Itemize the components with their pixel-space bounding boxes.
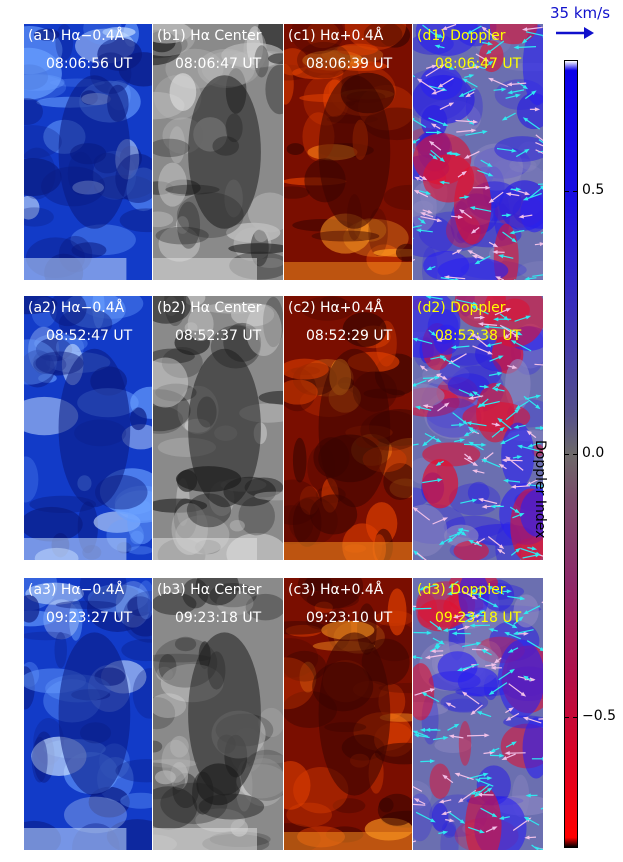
panel-label: (d3) Doppler	[417, 582, 506, 598]
panel-c2: (c2) Hα+0.4Å 08:52:29 UT	[284, 296, 412, 560]
panel-label: (d1) Doppler	[417, 28, 506, 44]
colorbar-tick	[564, 716, 569, 718]
panel-label: (a2) Hα−0.4Å	[28, 300, 125, 316]
colorbar-title: Doppler Index	[532, 440, 548, 539]
panel-image	[24, 24, 152, 280]
panel-label: (d2) Doppler	[417, 300, 506, 316]
panel-time: 09:23:27 UT	[46, 610, 133, 626]
panel-time: 08:06:56 UT	[46, 56, 133, 72]
panel-label: (b1) Hα Center	[157, 28, 262, 44]
colorbar-tick-label: −0.5	[582, 707, 616, 724]
panel-a3: (a3) Hα−0.4Å 09:23:27 UT	[24, 578, 152, 850]
panel-d3: (d3) Doppler 09:23:18 UT	[413, 578, 543, 850]
colorbar-tick	[564, 454, 569, 455]
panel-image	[284, 296, 412, 560]
colorbar-tick	[573, 716, 578, 718]
panel-d2: (d2) Doppler 08:52:38 UT	[413, 296, 543, 560]
panel-image	[24, 578, 152, 850]
panel-d1: (d1) Doppler 08:06:47 UT	[413, 24, 543, 280]
velocity-scale-label: 35 km/s	[550, 4, 611, 22]
panel-label: (b3) Hα Center	[157, 582, 262, 598]
panel-label: (a1) Hα−0.4Å	[28, 28, 125, 44]
colorbar-tick	[573, 191, 578, 193]
panel-image	[24, 296, 152, 560]
panel-b1: (b1) Hα Center 08:06:47 UT	[153, 24, 283, 280]
panel-label: (b2) Hα Center	[157, 300, 262, 316]
panel-image	[284, 24, 412, 280]
panel-time: 08:52:38 UT	[435, 328, 522, 344]
panel-c3: (c3) Hα+0.4Å 09:23:10 UT	[284, 578, 412, 850]
panel-time: 08:06:47 UT	[175, 56, 262, 72]
panel-time: 08:52:37 UT	[175, 328, 262, 344]
panel-image	[413, 578, 543, 850]
panel-image	[413, 296, 543, 560]
panel-image	[153, 578, 283, 850]
panel-time: 09:23:18 UT	[435, 610, 522, 626]
panel-time: 08:52:29 UT	[306, 328, 393, 344]
panel-a1: (a1) Hα−0.4Å 08:06:56 UT	[24, 24, 152, 280]
velocity-scale-arrow-icon	[556, 27, 594, 39]
panel-time: 08:06:39 UT	[306, 56, 393, 72]
panel-b3: (b3) Hα Center 09:23:18 UT	[153, 578, 283, 850]
panel-image	[153, 24, 283, 280]
panel-label: (a3) Hα−0.4Å	[28, 582, 125, 598]
panel-time: 09:23:10 UT	[306, 610, 393, 626]
panel-a2: (a2) Hα−0.4Å 08:52:47 UT	[24, 296, 152, 560]
colorbar-tick	[564, 191, 569, 193]
panel-label: (c1) Hα+0.4Å	[288, 28, 384, 44]
panel-time: 08:06:47 UT	[435, 56, 522, 72]
colorbar-tick	[573, 454, 578, 455]
colorbar-tick-label: 0.5	[582, 182, 605, 199]
panel-c1: (c1) Hα+0.4Å 08:06:39 UT	[284, 24, 412, 280]
panel-time: 09:23:18 UT	[175, 610, 262, 626]
panel-image	[284, 578, 412, 850]
panel-label: (c2) Hα+0.4Å	[288, 300, 384, 316]
panel-b2: (b2) Hα Center 08:52:37 UT	[153, 296, 283, 560]
panel-time: 08:52:47 UT	[46, 328, 133, 344]
colorbar-tick-label: 0.0	[582, 445, 605, 461]
panel-image	[413, 24, 543, 280]
panel-image	[153, 296, 283, 560]
panel-label: (c3) Hα+0.4Å	[288, 582, 384, 598]
